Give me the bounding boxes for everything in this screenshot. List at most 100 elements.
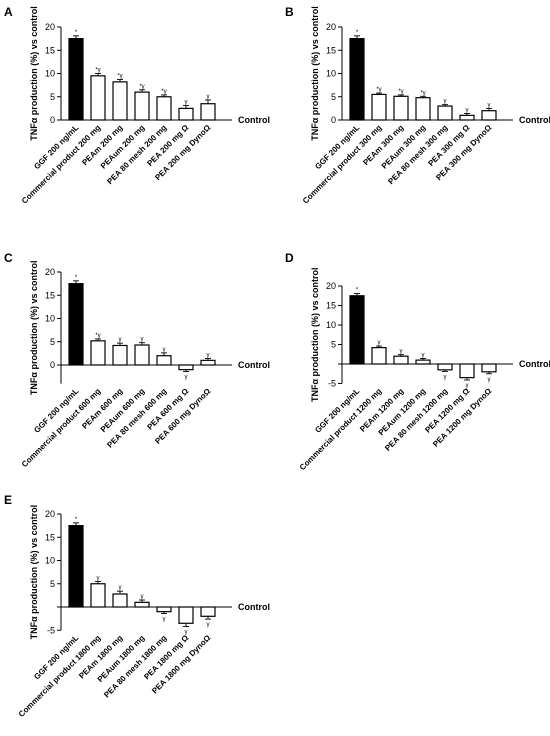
significance-marker: γ (163, 347, 166, 353)
panel-letter: D (285, 251, 294, 265)
y-tick-label: 5 (50, 579, 55, 589)
significance-marker: γ (97, 575, 100, 581)
y-tick-label: 5 (331, 92, 336, 102)
significance-marker: γ (466, 107, 469, 113)
significance-marker: γ (141, 594, 144, 600)
significance-marker: *γ (420, 90, 425, 96)
panel-letter: C (4, 251, 13, 265)
chart-panel-b: B Control 0 5 10 15 20 TNFα production (%) vs c… (285, 5, 550, 205)
bar (371, 347, 387, 365)
panel-letter: A (4, 5, 13, 19)
y-tick-label: 5 (50, 92, 55, 102)
significance-marker: γ (207, 622, 210, 628)
panel-letter: E (4, 493, 12, 507)
bar (393, 355, 409, 365)
bar (112, 344, 128, 366)
bar (178, 107, 194, 121)
y-axis-title: TNFα production (%) vs control (29, 505, 39, 640)
y-tick-label: 5 (50, 337, 55, 347)
bar (481, 363, 497, 373)
significance-marker: *γ (95, 68, 100, 74)
bar (200, 606, 216, 617)
significance-marker: *γ (95, 333, 100, 339)
y-tick-label: 20 (45, 22, 55, 32)
significance-marker: γ (185, 375, 188, 381)
panel-letter: B (285, 5, 294, 19)
control-label: Control (519, 115, 550, 125)
bar (459, 363, 475, 379)
significance-marker: * (356, 30, 359, 36)
bar (481, 110, 497, 121)
y-tick-label: 15 (45, 45, 55, 55)
y-tick-label: 10 (45, 69, 55, 79)
significance-marker: *γ (161, 89, 166, 95)
y-axis-title: TNFα production (%) vs control (310, 6, 320, 141)
significance-marker: γ (422, 353, 425, 359)
y-tick-label: 0 (50, 360, 55, 370)
significance-marker: γ (444, 99, 447, 105)
y-tick-label: 5 (331, 340, 336, 350)
bar (371, 93, 387, 121)
bar (437, 105, 453, 121)
y-tick-label: 0 (331, 115, 336, 125)
chart-panel-a: A Control 0 5 10 15 20 TNFα production (%) vs c… (4, 5, 270, 205)
significance-marker: * (356, 287, 359, 293)
chart-panel-d: D Control -5 5 10 15 20 TNFα production (%) vs … (285, 251, 550, 472)
y-tick-label: 0 (50, 115, 55, 125)
significance-marker: γ (444, 374, 447, 380)
control-label: Control (519, 359, 550, 369)
significance-marker: *γ (398, 89, 403, 95)
significance-marker: * (75, 517, 78, 523)
bar (349, 38, 365, 121)
bar (112, 593, 128, 608)
bar (68, 525, 84, 608)
significance-marker: γ (466, 383, 469, 389)
bar (178, 606, 194, 624)
y-tick-label: 10 (326, 69, 336, 79)
chart-panel-e: E Control -5 5 10 15 20 TNFα production (%) vs … (4, 493, 270, 719)
y-tick-label: -5 (328, 379, 336, 389)
y-tick-label: 10 (326, 320, 336, 330)
significance-marker: * (75, 275, 78, 281)
bar (393, 95, 409, 121)
y-tick-label: 20 (45, 509, 55, 519)
bar (178, 364, 194, 371)
significance-marker: *γ (376, 87, 381, 93)
significance-marker: γ (141, 337, 144, 343)
significance-marker: *γ (139, 84, 144, 90)
significance-marker: γ (207, 352, 210, 358)
bar (90, 75, 106, 121)
category-label: Commercial product 1800 mg (17, 633, 103, 719)
y-tick-label: 10 (45, 556, 55, 566)
control-label: Control (238, 602, 270, 612)
significance-marker: γ (378, 340, 381, 346)
significance-marker: γ (119, 337, 122, 343)
bar (415, 97, 431, 121)
y-tick-label: 20 (326, 281, 336, 291)
bar (90, 583, 106, 608)
significance-marker: γ (119, 585, 122, 591)
significance-marker: γ (207, 94, 210, 100)
significance-marker: γ (185, 100, 188, 106)
y-axis-title: TNFα production (%) vs control (29, 6, 39, 141)
significance-marker: γ (163, 617, 166, 623)
bar (200, 359, 216, 366)
y-axis-title: TNFα production (%) vs control (29, 261, 39, 396)
y-tick-label: 10 (45, 314, 55, 324)
y-tick-label: 15 (326, 301, 336, 311)
significance-marker: γ (400, 349, 403, 355)
y-tick-label: 15 (326, 45, 336, 55)
y-tick-label: 15 (45, 290, 55, 300)
bar (415, 359, 431, 365)
significance-marker: γ (488, 377, 491, 383)
bar (349, 295, 365, 365)
bar (90, 340, 106, 366)
bar (68, 283, 84, 366)
bar (459, 114, 475, 121)
control-label: Control (238, 115, 270, 125)
significance-marker: γ (185, 630, 188, 636)
significance-marker: *γ (117, 74, 122, 80)
y-tick-label: 20 (326, 22, 336, 32)
significance-marker: γ (488, 102, 491, 108)
